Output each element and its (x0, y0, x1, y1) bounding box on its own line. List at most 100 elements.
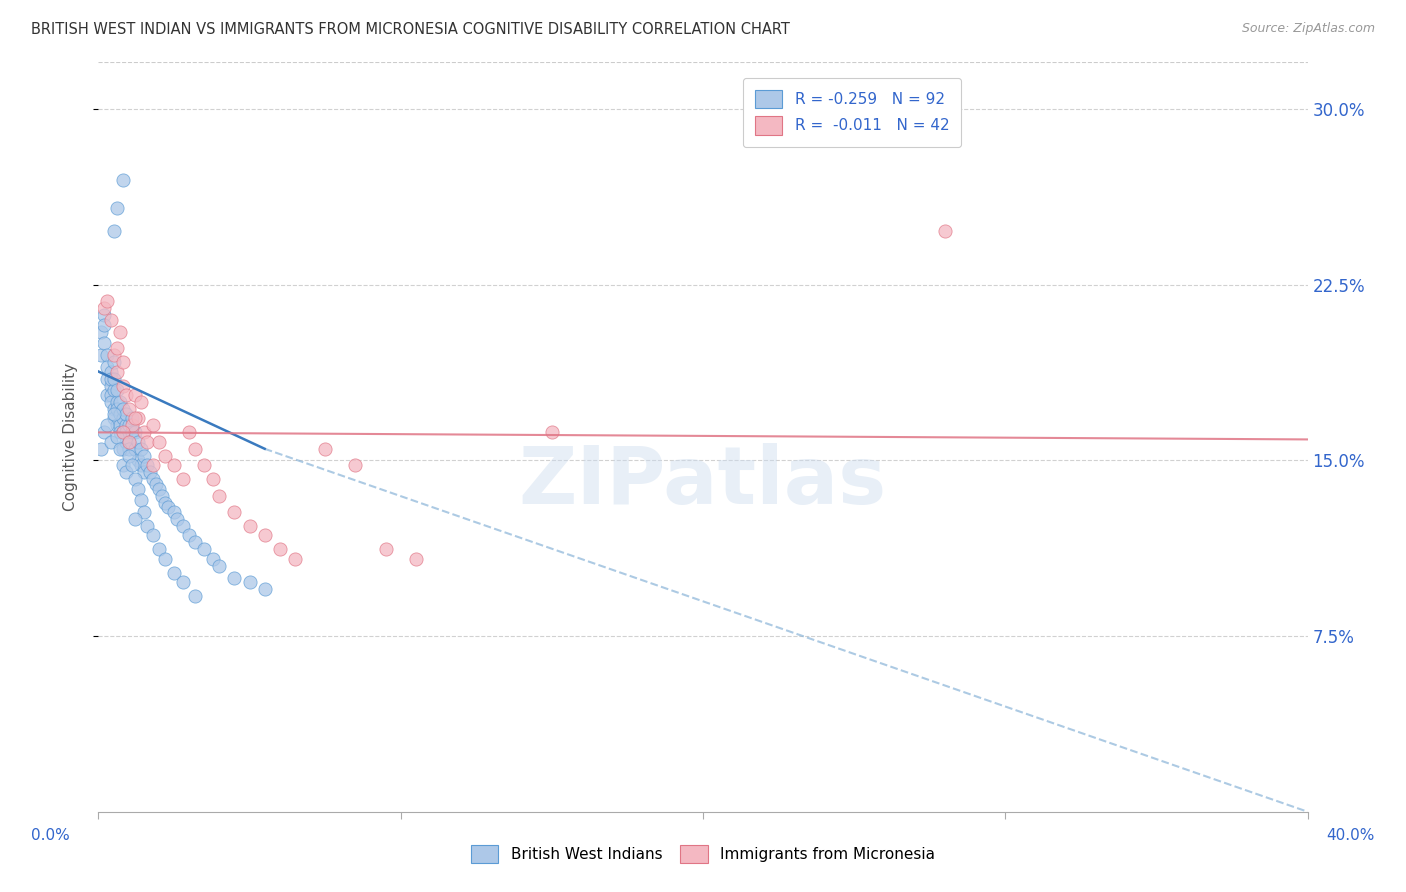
Legend: British West Indians, Immigrants from Micronesia: British West Indians, Immigrants from Mi… (463, 837, 943, 871)
Point (172, 472, 194, 486)
Point (90, 325, 112, 339)
Point (118, 401, 141, 416)
Text: ZIPatlas: ZIPatlas (519, 443, 887, 521)
Text: 0.0%: 0.0% (31, 828, 70, 843)
Point (105, 384, 128, 398)
Point (114, 465, 136, 479)
Point (118, 434, 141, 449)
Point (148, 542, 170, 557)
Point (103, 355, 125, 369)
Point (96, 359, 118, 374)
Point (156, 500, 179, 515)
Point (284, 551, 307, 566)
Point (121, 411, 143, 425)
Point (90, 348, 112, 362)
Point (100, 313, 122, 327)
Point (374, 542, 396, 557)
Point (239, 519, 262, 533)
Point (105, 341, 128, 355)
Point (166, 512, 188, 526)
Point (100, 378, 122, 392)
Point (121, 458, 143, 473)
Point (132, 465, 155, 479)
Point (111, 425, 134, 440)
Point (150, 489, 173, 503)
Point (124, 472, 146, 486)
Point (103, 348, 125, 362)
Point (163, 458, 186, 473)
Point (224, 505, 246, 519)
Point (193, 542, 215, 557)
Point (103, 371, 125, 385)
Point (103, 224, 125, 238)
Point (142, 528, 165, 542)
Point (93, 301, 115, 316)
Point (105, 418, 128, 433)
Point (121, 418, 143, 433)
Point (105, 401, 128, 416)
Text: BRITISH WEST INDIAN VS IMMIGRANTS FROM MICRONESIA COGNITIVE DISABILITY CORRELATI: BRITISH WEST INDIAN VS IMMIGRANTS FROM M… (31, 22, 790, 37)
Point (129, 395, 152, 409)
Point (111, 411, 134, 425)
Point (172, 575, 194, 590)
Point (179, 425, 201, 440)
Point (253, 528, 276, 542)
Point (114, 388, 136, 402)
Point (132, 505, 155, 519)
Point (193, 458, 215, 473)
Point (114, 418, 136, 433)
Point (93, 425, 115, 440)
Point (105, 364, 128, 378)
Point (124, 411, 146, 425)
Point (118, 442, 141, 456)
Point (142, 472, 165, 486)
Point (129, 442, 152, 456)
Point (93, 308, 115, 322)
Point (111, 401, 134, 416)
Point (135, 519, 157, 533)
Point (103, 384, 125, 398)
Point (103, 407, 125, 421)
Point (105, 201, 128, 215)
Point (100, 364, 122, 378)
Point (108, 425, 131, 440)
Point (118, 434, 141, 449)
Point (127, 453, 149, 467)
Point (132, 449, 155, 463)
Point (108, 442, 131, 456)
Point (142, 458, 165, 473)
Point (148, 434, 170, 449)
Point (111, 355, 134, 369)
Point (96, 348, 118, 362)
Point (96, 294, 118, 309)
Point (239, 575, 262, 590)
Point (202, 551, 225, 566)
Point (142, 418, 165, 433)
Point (114, 425, 136, 440)
Point (540, 425, 562, 440)
Legend: R = -0.259   N = 92, R =  -0.011   N = 42: R = -0.259 N = 92, R = -0.011 N = 42 (742, 78, 962, 147)
Point (127, 482, 149, 496)
Point (184, 442, 207, 456)
Point (100, 395, 122, 409)
Point (253, 582, 276, 597)
Point (344, 458, 367, 473)
Point (129, 458, 152, 473)
Point (148, 482, 170, 496)
Point (93, 336, 115, 351)
Point (105, 430, 128, 444)
Point (202, 472, 225, 486)
Point (224, 571, 246, 585)
Point (100, 388, 122, 402)
Point (96, 371, 118, 385)
Point (127, 434, 149, 449)
Point (132, 425, 155, 440)
Point (153, 495, 176, 509)
Point (124, 425, 146, 440)
Point (108, 418, 131, 433)
Point (153, 551, 176, 566)
Point (103, 411, 125, 425)
Text: 40.0%: 40.0% (1327, 828, 1375, 843)
Point (96, 418, 118, 433)
Point (124, 442, 146, 456)
